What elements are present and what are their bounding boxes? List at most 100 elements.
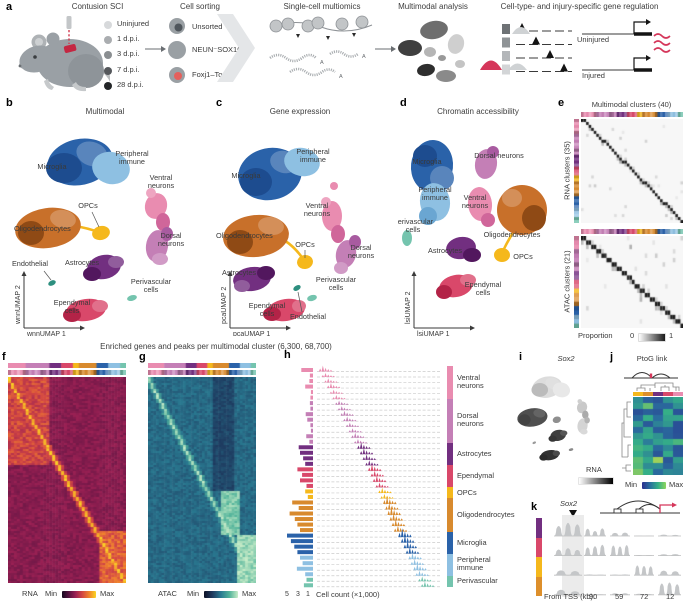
ventral-cluster-blob (467, 187, 493, 221)
class-bar-segment (447, 575, 453, 587)
dorsal-cluster-blob (487, 146, 499, 158)
ridge-peak (400, 538, 404, 543)
cell-count-bar (294, 544, 313, 549)
analysis-title: Multimodal analysis (398, 2, 468, 11)
ridge-peak (383, 489, 387, 493)
mouse-head (19, 45, 55, 73)
ridge-peak (345, 416, 349, 422)
ridge-peak (411, 545, 415, 549)
tss-arrowhead (646, 19, 651, 25)
ridge-peak (380, 484, 384, 488)
g-legend-name: ATAC (158, 589, 177, 598)
ridge-peak (406, 533, 409, 538)
ventral-cluster-blob (331, 225, 345, 243)
ridge-peak (335, 385, 338, 389)
y-axis-label: wnnUMAP 2 (15, 285, 22, 325)
injury-site (63, 44, 77, 53)
ridge-peak (353, 432, 357, 438)
cell-count-bar (289, 511, 313, 516)
f-legend-min: Min (45, 589, 58, 598)
tss-marker-icon (569, 510, 577, 517)
mouse-hind-leg (72, 82, 86, 92)
ridge-peak (393, 528, 397, 532)
ridge-peak (370, 462, 374, 466)
timepoint-label: 7 d.p.i. (117, 64, 140, 74)
accessibility-track-peak (610, 532, 630, 536)
transcript-icon (653, 33, 671, 39)
ridge-peak (389, 516, 393, 521)
dorsal-gray-blob (584, 417, 590, 424)
timepoint-label: Uninjured (117, 19, 150, 28)
ridge-peak (406, 537, 409, 543)
ridge-peak (416, 563, 419, 571)
cell-count-bar (294, 517, 313, 522)
ptog-colorbar (642, 482, 666, 489)
umap-chromatin: Microglia Dorsal neurons Peripheral immune V… (398, 140, 547, 336)
umap-cluster-annotation: Microglia (412, 157, 442, 166)
ridge-peak (370, 464, 374, 471)
polya-label: A (339, 74, 343, 80)
ridge-peak (395, 515, 398, 521)
cell-class-label: Dorsal neurons (457, 411, 484, 429)
k-class-segment (536, 557, 542, 577)
annotation-leader-line (297, 291, 303, 313)
k-class-segment (536, 576, 542, 596)
ridge-peak (385, 506, 388, 510)
ridge-peak (348, 422, 352, 427)
ridge-peak (419, 557, 422, 560)
ridge-peak (335, 381, 338, 383)
rna-expression-colorbar (578, 477, 614, 485)
ridge-peak (368, 451, 371, 455)
ridge-peak (410, 561, 414, 565)
ridge-peak (348, 418, 352, 422)
ridge-peak (409, 534, 412, 538)
umap-blob (438, 55, 446, 61)
cluster-color-strip (8, 370, 126, 375)
panel-c-label: c (216, 97, 223, 109)
oligo-gray-blob (518, 414, 531, 426)
cell-class-label: OPCs (457, 487, 477, 497)
nucleosome-icon (355, 15, 369, 29)
cell-count-bar (310, 395, 313, 400)
ridge-peak (388, 499, 392, 504)
ridge-peak (368, 467, 371, 471)
ridge-peak (420, 572, 424, 576)
microglia-cluster-blob (240, 168, 272, 196)
ventral-cluster-blob (322, 201, 342, 231)
x-axis-arrow (470, 325, 475, 331)
ridge-peak (424, 568, 427, 571)
ridge-peak (353, 429, 357, 433)
ridge-peak (375, 484, 379, 488)
ridge-peak (413, 555, 417, 560)
umap-cluster-annotation: Endothelial (290, 312, 326, 321)
umap-cluster-annotation: Ependymal cells (465, 280, 502, 297)
ridge-peak (408, 556, 412, 560)
row-dendrogram (621, 401, 631, 472)
ridge-peak (365, 446, 368, 449)
ependymal-cluster-blob (92, 300, 108, 312)
accessibility-track-peak (554, 548, 582, 556)
peak-triangle (532, 36, 540, 45)
ventral-cluster-blob (330, 182, 338, 190)
cell-class-label: Perivascular (457, 576, 498, 586)
timepoint-dot (104, 36, 112, 45)
sox2-title: Sox2 (557, 354, 575, 363)
nucleosome-icon (269, 19, 283, 33)
opc-gray-blob (552, 416, 561, 424)
cell-count-bar (307, 494, 313, 499)
sox2-expression-umap (517, 376, 590, 461)
cell-count-bar (287, 533, 313, 538)
ridge-peak (416, 561, 419, 565)
nucleosome-icon (311, 16, 325, 30)
ridge-peak (400, 528, 404, 538)
class-color-strip (8, 363, 126, 368)
cell-count-bar (292, 500, 313, 505)
genome-tracks (554, 522, 681, 596)
ridge-peak (396, 525, 400, 532)
ridge-peak (343, 407, 346, 411)
ridge-peak (423, 581, 427, 587)
cell-count-bar (300, 478, 313, 483)
ependymal-gray-blob (539, 454, 548, 461)
enhancer-loop-icon (600, 500, 680, 514)
